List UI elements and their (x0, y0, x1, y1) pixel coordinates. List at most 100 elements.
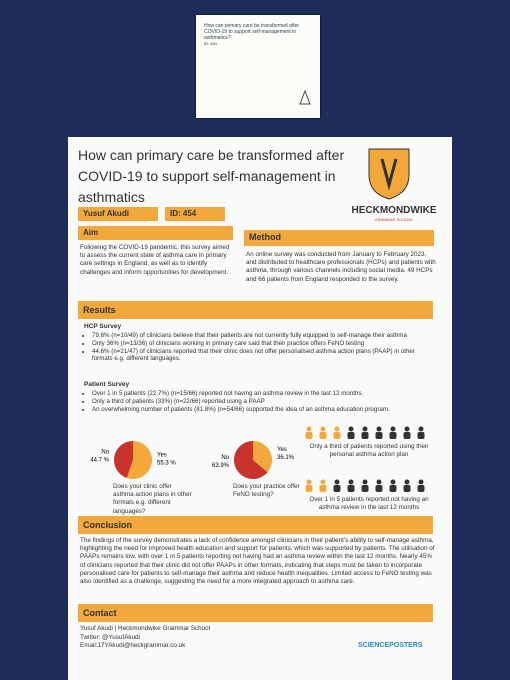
icon-head (306, 426, 312, 432)
icon-head (404, 479, 410, 485)
program-card: How can primary care be transformed afte… (196, 15, 320, 118)
icon-head (418, 426, 424, 432)
icon-body (403, 432, 411, 439)
icon-head (348, 426, 354, 432)
card-id: ID: 454 (204, 41, 217, 46)
pie-caption: Does your clinic offer asthma action pla… (113, 483, 192, 515)
icon-caption: Only a third of patients reported using … (309, 443, 429, 459)
bullet: 44.6% (n=21/47) of clinicians reported t… (92, 348, 437, 364)
person-icon (333, 426, 341, 439)
icon-head (334, 426, 340, 432)
bullet: Only a third of patients (33%) (n=22/66)… (92, 398, 437, 406)
icon-head (306, 479, 312, 485)
bullet: An overwhelming number of patients (81.8… (92, 406, 437, 414)
conclusion-text: The findings of the survey demonstrates … (80, 537, 435, 585)
pie-slice (126, 441, 152, 479)
person-icon (361, 479, 369, 492)
person-icon (403, 479, 411, 492)
conclusion-heading: Conclusion (78, 516, 433, 534)
icon-body (417, 432, 425, 439)
person-icon (375, 479, 383, 492)
person-icon (375, 426, 383, 439)
contact-line: Email:17YAkudi@heckgrammar.co.uk (80, 642, 186, 649)
contact-line: Yusuf Akudi | Heckmondwike Grammar Schoo… (80, 625, 211, 632)
footer-logo: SCIENCEPOSTERS (358, 642, 423, 649)
icon-body (319, 485, 327, 492)
icon-body (361, 432, 369, 439)
slice-value-label: 36.1% (277, 455, 295, 461)
person-icon (319, 426, 327, 439)
icon-body (333, 432, 341, 439)
icon-body (347, 485, 355, 492)
slice-label: Yes (157, 453, 167, 459)
icon-head (320, 479, 326, 485)
pie-caption: Does your practice offer FeNO testing? (233, 483, 300, 499)
hcp-list: 79.6% (n=10/49) of clinicians believe th… (82, 332, 437, 363)
person-icon (305, 426, 313, 439)
pie-chart: Yes 55.3 % No 44.7 % (90, 441, 176, 479)
person-icon (333, 479, 341, 492)
icon-body (361, 485, 369, 492)
patient-heading: Patient Survey (84, 381, 130, 388)
person-icon (403, 426, 411, 439)
school-crest (368, 148, 410, 200)
contact-heading: Contact (78, 604, 433, 622)
school-sub: GRAMMAR SCHOOL (374, 217, 414, 222)
patient-list: Over 1 in 5 patients (22.7%) (n=15/66) r… (82, 390, 437, 413)
icon-body (389, 485, 397, 492)
bullet: Over 1 in 5 patients (22.7%) (n=15/66) r… (92, 390, 437, 398)
slice-label: No (101, 449, 109, 455)
person-icon (305, 479, 313, 492)
poster-id: ID: 454 (165, 207, 225, 221)
slice-value-label: 44.7 % (90, 457, 109, 463)
person-icon (389, 479, 397, 492)
person-icon (319, 479, 327, 492)
method-heading: Method (244, 230, 434, 246)
icon-row (305, 426, 425, 439)
pie-slice (253, 441, 272, 473)
icon-head (334, 479, 340, 485)
icon-head (376, 426, 382, 432)
icon-body (305, 485, 313, 492)
person-icon (347, 479, 355, 492)
aim-heading: Aim (78, 226, 233, 240)
pie-chart: Yes 36.1% No 63.9% (212, 441, 295, 479)
card-logo (299, 90, 311, 105)
hcp-heading: HCP Survey (84, 323, 122, 330)
aim-text: Following the COVID-19 pandemic, this su… (80, 244, 230, 276)
icon-row (305, 479, 425, 492)
author: Yusuf Akudi (78, 207, 158, 221)
icon-body (389, 432, 397, 439)
icon-body (333, 485, 341, 492)
icon-head (390, 479, 396, 485)
slice-label: Yes (277, 447, 287, 453)
slice-label: No (221, 455, 229, 461)
icon-head (404, 426, 410, 432)
slice-value-label: 55.3 % (157, 461, 176, 467)
contact-lines: Yusuf Akudi | Heckmondwike Grammar Schoo… (80, 625, 210, 651)
bullet: Only 36% (n=13/36) of clinicians working… (92, 340, 437, 348)
person-icon (347, 426, 355, 439)
icon-body (417, 485, 425, 492)
person-icon (389, 426, 397, 439)
icon-body (347, 432, 355, 439)
icon-head (376, 479, 382, 485)
person-icon (417, 426, 425, 439)
icon-head (320, 426, 326, 432)
card-title: How can primary care be transformed afte… (204, 23, 300, 41)
slice-value-label: 63.9% (212, 463, 230, 469)
school-name: HECKMONDWIKE (351, 205, 437, 216)
person-icon (417, 479, 425, 492)
icon-body (319, 432, 327, 439)
person-icon (361, 426, 369, 439)
icon-head (348, 479, 354, 485)
icon-body (375, 485, 383, 492)
results-heading: Results (78, 301, 433, 319)
method-text: An online survey was conducted from Janu… (246, 251, 436, 283)
poster: How can primary care be transformed afte… (68, 137, 452, 680)
icon-body (305, 432, 313, 439)
pie-slice (114, 441, 133, 478)
icon-caption: Over 1 in 5 patients reported not having… (309, 496, 429, 512)
icon-head (390, 426, 396, 432)
